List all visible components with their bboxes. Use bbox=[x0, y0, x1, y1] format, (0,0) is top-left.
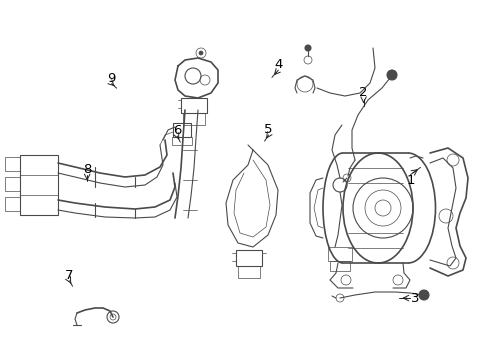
Text: 1: 1 bbox=[406, 174, 415, 187]
Text: 8: 8 bbox=[83, 163, 92, 176]
Circle shape bbox=[199, 51, 203, 55]
Circle shape bbox=[305, 45, 311, 51]
Bar bbox=[172, 137, 192, 145]
Text: 7: 7 bbox=[65, 269, 74, 282]
Bar bbox=[5, 197, 20, 211]
Text: 9: 9 bbox=[107, 72, 116, 85]
Bar bbox=[328, 247, 352, 261]
Text: 6: 6 bbox=[173, 124, 182, 137]
Text: 2: 2 bbox=[359, 86, 368, 99]
Bar bbox=[173, 123, 191, 137]
Circle shape bbox=[419, 290, 429, 300]
Bar bbox=[330, 261, 350, 271]
Text: 4: 4 bbox=[274, 58, 283, 71]
Bar bbox=[181, 98, 207, 113]
Bar bbox=[20, 155, 58, 215]
Bar bbox=[5, 177, 20, 191]
Bar bbox=[5, 157, 20, 171]
Bar bbox=[236, 250, 262, 266]
Bar bbox=[238, 266, 260, 278]
Text: 3: 3 bbox=[411, 292, 420, 305]
Circle shape bbox=[387, 70, 397, 80]
Text: 5: 5 bbox=[264, 123, 273, 136]
Bar bbox=[183, 113, 205, 125]
